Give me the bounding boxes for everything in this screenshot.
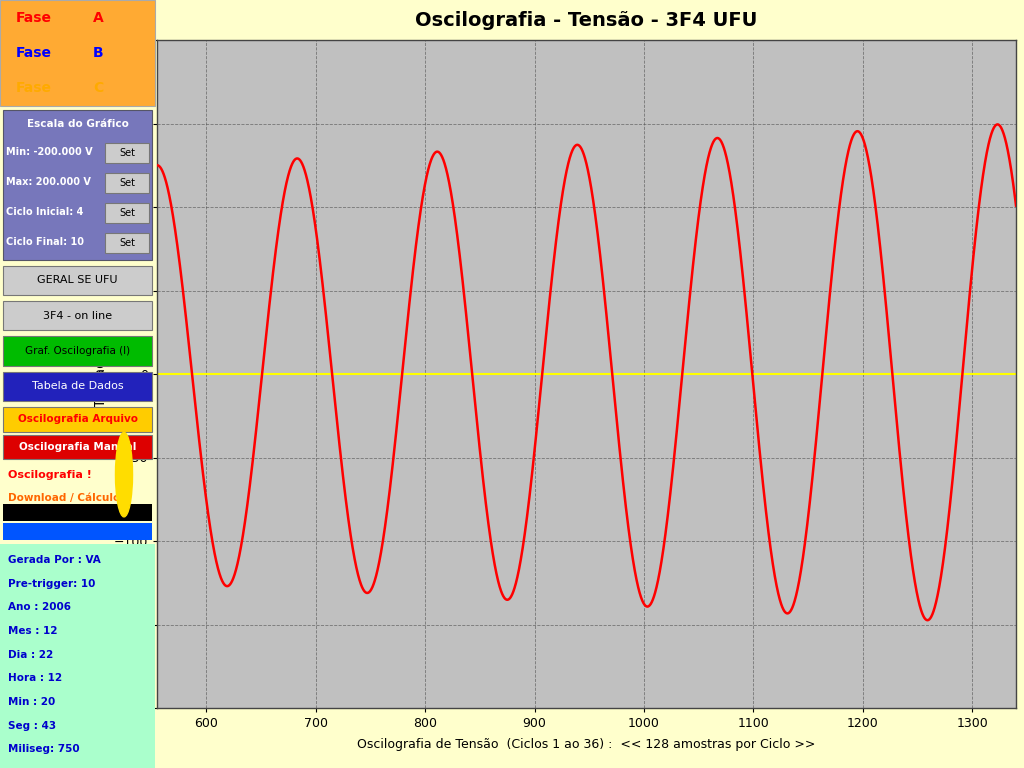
Text: Tabela de Dados: Tabela de Dados	[32, 381, 123, 392]
Text: Set: Set	[119, 208, 135, 218]
Bar	[105, 143, 148, 163]
Y-axis label: Tensao  V: Tensao V	[94, 341, 109, 407]
Text: Graf. Oscilografia (I): Graf. Oscilografia (I)	[25, 346, 130, 356]
Bar	[3, 336, 152, 366]
Text: Pre-trigger: 10: Pre-trigger: 10	[8, 579, 95, 589]
Text: Oscilografia !: Oscilografia !	[8, 469, 91, 480]
Bar	[3, 301, 152, 330]
Text: Fase: Fase	[15, 11, 51, 25]
Bar	[3, 372, 152, 401]
Text: Set: Set	[119, 147, 135, 158]
Bar	[105, 203, 148, 223]
Text: Set: Set	[119, 178, 135, 188]
Text: Fase: Fase	[15, 46, 51, 60]
Text: Gerada Por : VA: Gerada Por : VA	[8, 555, 100, 565]
Text: Min : 20: Min : 20	[8, 697, 55, 707]
Text: Escala do Gráfico: Escala do Gráfico	[27, 118, 128, 129]
Text: Ano : 2006: Ano : 2006	[8, 602, 71, 612]
Text: B: B	[93, 46, 103, 60]
Text: Ciclo Inicial: 4: Ciclo Inicial: 4	[6, 207, 84, 217]
Text: Oscilografia - Tensão - 3F4 UFU: Oscilografia - Tensão - 3F4 UFU	[416, 12, 758, 31]
Bar	[3, 523, 152, 540]
Text: Hora : 12: Hora : 12	[8, 674, 61, 684]
Bar	[105, 173, 148, 193]
Text: Ciclo Final: 10: Ciclo Final: 10	[6, 237, 84, 247]
X-axis label: Oscilografia de Tensão  (Ciclos 1 ao 36) :  << 128 amostras por Ciclo >>: Oscilografia de Tensão (Ciclos 1 ao 36) …	[357, 738, 816, 751]
Text: C: C	[93, 81, 103, 95]
Bar	[3, 266, 152, 295]
Text: Oscilografia Manual: Oscilografia Manual	[18, 442, 136, 452]
Bar	[0, 544, 155, 768]
Text: Fase: Fase	[15, 81, 51, 95]
Text: GERAL SE UFU: GERAL SE UFU	[37, 275, 118, 286]
Bar	[3, 110, 152, 260]
Bar	[0, 0, 155, 106]
Text: A: A	[93, 11, 103, 25]
Text: Miliseg: 750: Miliseg: 750	[8, 744, 80, 754]
Bar	[105, 233, 148, 253]
Text: Oscilografia Arquivo: Oscilografia Arquivo	[17, 414, 137, 425]
Text: 3F4 - on line: 3F4 - on line	[43, 310, 112, 321]
Text: Dia : 22: Dia : 22	[8, 650, 53, 660]
Bar	[3, 407, 152, 432]
Bar	[3, 435, 152, 459]
Text: Seg : 43: Seg : 43	[8, 720, 56, 730]
Text: Mes : 12: Mes : 12	[8, 626, 57, 636]
Text: Download / Cálculo: Download / Cálculo	[8, 492, 120, 503]
Text: Max: 200.000 V: Max: 200.000 V	[6, 177, 91, 187]
Text: Min: -200.000 V: Min: -200.000 V	[6, 147, 93, 157]
Circle shape	[116, 432, 132, 517]
Bar	[3, 504, 152, 521]
Text: Set: Set	[119, 238, 135, 248]
